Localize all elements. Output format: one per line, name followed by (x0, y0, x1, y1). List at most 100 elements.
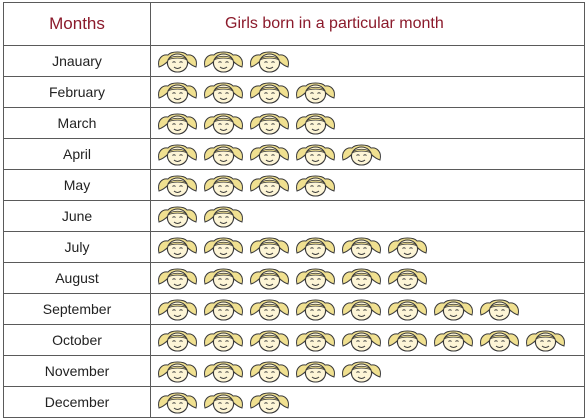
girl-face-icon (387, 266, 428, 290)
symbol-cell (150, 262, 585, 294)
table-row: Jnauary (3, 45, 585, 77)
symbol-cell (150, 107, 585, 139)
month-label: April (3, 138, 151, 170)
month-label: August (3, 262, 151, 294)
girl-face-icon (157, 111, 198, 135)
girl-face-icon (203, 49, 244, 73)
month-label: December (3, 386, 151, 418)
table-row: May (3, 169, 585, 201)
months-column-header: Months (3, 2, 151, 46)
girl-face-icon (157, 359, 198, 383)
girl-face-icon (249, 173, 290, 197)
girl-face-icon (525, 328, 566, 352)
month-label: February (3, 76, 151, 108)
symbol-cell (150, 169, 585, 201)
header-row: Months Girls born in a particular month (3, 2, 585, 46)
symbol-cell (150, 386, 585, 418)
month-label: July (3, 231, 151, 263)
girl-face-icon (295, 235, 336, 259)
girl-face-icon (433, 297, 474, 321)
girl-face-icon (295, 359, 336, 383)
girl-face-icon (479, 297, 520, 321)
table-row: December (3, 386, 585, 418)
girl-face-icon (203, 235, 244, 259)
pictograph-table: Months Girls born in a particular month … (3, 2, 585, 418)
month-label: Jnauary (3, 45, 151, 77)
table-row: February (3, 76, 585, 108)
table-row: August (3, 262, 585, 294)
month-label: March (3, 107, 151, 139)
girl-face-icon (157, 49, 198, 73)
girl-face-icon (157, 297, 198, 321)
girl-face-icon (295, 142, 336, 166)
girl-face-icon (203, 328, 244, 352)
girl-face-icon (157, 235, 198, 259)
girl-face-icon (341, 297, 382, 321)
girl-face-icon (341, 328, 382, 352)
symbol-cell (150, 200, 585, 232)
month-label: October (3, 324, 151, 356)
table-body: Jnauary February March April May June July Augu… (3, 45, 585, 418)
girl-face-icon (249, 80, 290, 104)
girl-face-icon (203, 204, 244, 228)
symbol-cell (150, 324, 585, 356)
girl-face-icon (157, 204, 198, 228)
girl-face-icon (203, 390, 244, 414)
symbol-cell (150, 293, 585, 325)
table-row: June (3, 200, 585, 232)
girl-face-icon (203, 142, 244, 166)
girl-face-icon (249, 297, 290, 321)
table-row: October (3, 324, 585, 356)
girl-face-icon (157, 80, 198, 104)
chart-title: Girls born in a particular month (150, 2, 585, 46)
girl-face-icon (341, 359, 382, 383)
table-row: April (3, 138, 585, 170)
girl-face-icon (295, 297, 336, 321)
girl-face-icon (387, 328, 428, 352)
girl-face-icon (249, 266, 290, 290)
girl-face-icon (249, 142, 290, 166)
symbol-cell (150, 76, 585, 108)
girl-face-icon (203, 266, 244, 290)
girl-face-icon (295, 266, 336, 290)
girl-face-icon (433, 328, 474, 352)
table-row: November (3, 355, 585, 387)
girl-face-icon (295, 80, 336, 104)
girl-face-icon (249, 328, 290, 352)
girl-face-icon (387, 235, 428, 259)
table-row: July (3, 231, 585, 263)
month-label: May (3, 169, 151, 201)
month-label: November (3, 355, 151, 387)
girl-face-icon (341, 142, 382, 166)
girl-face-icon (157, 390, 198, 414)
girl-face-icon (249, 49, 290, 73)
month-label: June (3, 200, 151, 232)
symbol-cell (150, 231, 585, 263)
girl-face-icon (295, 111, 336, 135)
girl-face-icon (203, 173, 244, 197)
girl-face-icon (249, 359, 290, 383)
girl-face-icon (157, 328, 198, 352)
month-label: September (3, 293, 151, 325)
girl-face-icon (479, 328, 520, 352)
symbol-cell (150, 138, 585, 170)
girl-face-icon (203, 359, 244, 383)
table-row: September (3, 293, 585, 325)
girl-face-icon (295, 173, 336, 197)
symbol-cell (150, 45, 585, 77)
girl-face-icon (249, 390, 290, 414)
girl-face-icon (249, 235, 290, 259)
symbol-cell (150, 355, 585, 387)
girl-face-icon (203, 111, 244, 135)
girl-face-icon (387, 297, 428, 321)
girl-face-icon (157, 142, 198, 166)
table-row: March (3, 107, 585, 139)
girl-face-icon (157, 266, 198, 290)
girl-face-icon (249, 111, 290, 135)
girl-face-icon (341, 235, 382, 259)
girl-face-icon (157, 173, 198, 197)
girl-face-icon (295, 328, 336, 352)
girl-face-icon (203, 297, 244, 321)
girl-face-icon (203, 80, 244, 104)
girl-face-icon (341, 266, 382, 290)
